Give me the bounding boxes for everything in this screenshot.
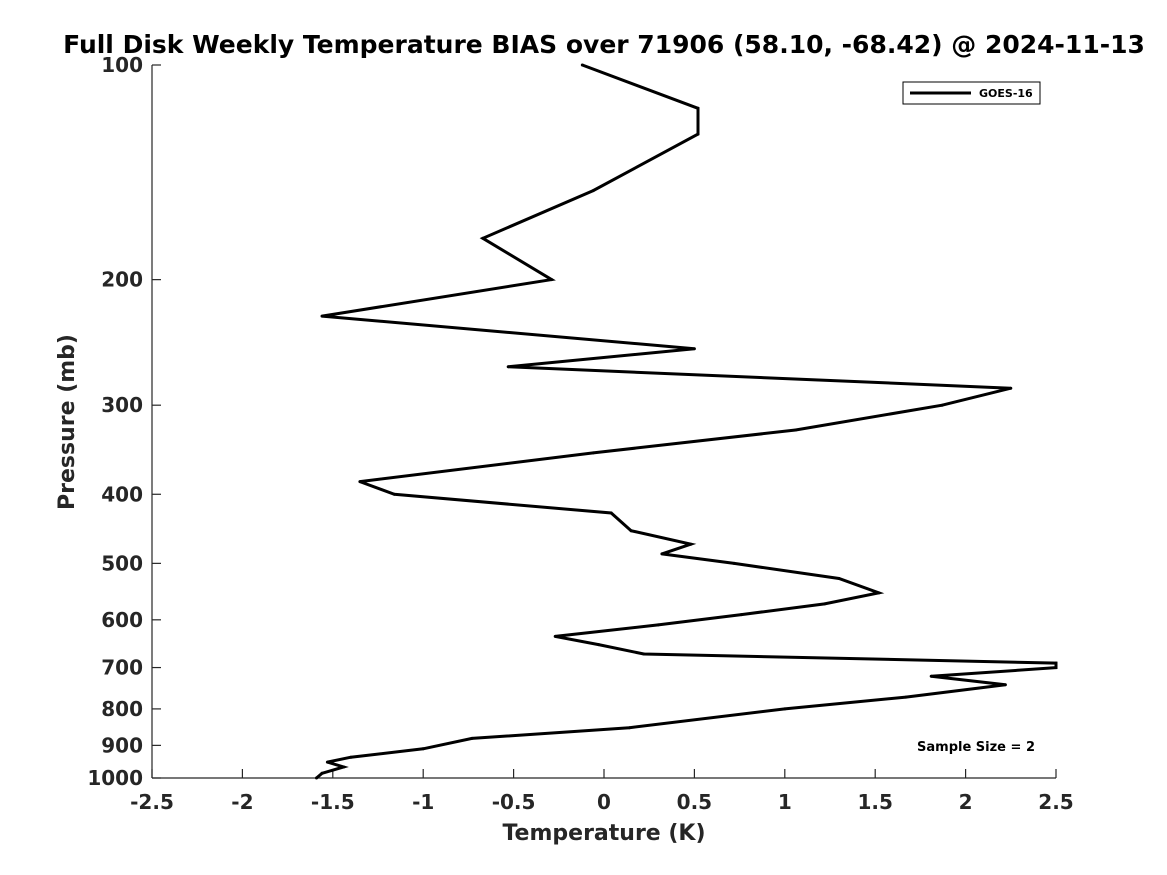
sample-size-annotation: Sample Size = 2 — [917, 740, 1035, 755]
x-ticks: -2.5 -2 -1.5 -1 -0.5 0 0.5 1 1.5 2 2.5 — [130, 769, 1074, 814]
x-tick-label: 0.5 — [677, 790, 712, 814]
series-point — [553, 634, 557, 638]
series-point — [1009, 386, 1013, 390]
series-point — [597, 643, 601, 647]
series-point — [392, 492, 396, 496]
series-point — [315, 776, 318, 780]
y-tick-label: 300 — [101, 393, 143, 417]
series-point — [904, 695, 908, 699]
y-tick-label: 400 — [101, 482, 143, 506]
y-tick-label: 700 — [101, 656, 143, 680]
plot-area: -2.5 -2 -1.5 -1 -0.5 0 0.5 1 1.5 2 2.5 100 200 300 40… — [87, 53, 1073, 814]
chart-title: Full Disk Weekly Temperature BIAS over 7… — [63, 30, 1145, 59]
x-tick-label: 1.5 — [857, 790, 892, 814]
y-tick-label: 100 — [101, 53, 143, 77]
series-point — [325, 760, 329, 764]
series-point — [794, 428, 798, 432]
series-point — [692, 347, 696, 351]
series-point — [591, 451, 595, 455]
series-point — [732, 561, 736, 565]
series-point — [349, 755, 353, 759]
series-point — [877, 591, 881, 595]
series-point — [627, 726, 631, 730]
series-point — [629, 529, 633, 533]
series-point — [660, 552, 664, 556]
series-point — [580, 63, 584, 67]
series-line-goes-16 — [315, 63, 1058, 780]
series-point — [739, 613, 743, 617]
y-tick-label: 200 — [101, 268, 143, 292]
x-axis-label: Temperature (K) — [502, 821, 705, 846]
y-axis-label: Pressure (mb) — [55, 334, 80, 510]
series-point — [470, 736, 474, 740]
series-point — [421, 747, 425, 751]
series-point — [609, 511, 613, 515]
legend-label-goes-16: GOES-16 — [979, 87, 1033, 100]
series-point — [1054, 661, 1058, 665]
series-points — [315, 63, 1058, 780]
series-point — [320, 314, 324, 318]
series-point — [940, 403, 944, 407]
y-ticks: 100 200 300 400 500 600 700 800 900 1000 — [87, 53, 161, 790]
series-point — [1003, 683, 1007, 687]
series-point — [481, 236, 485, 240]
series-point — [342, 765, 346, 769]
series-point — [1054, 666, 1058, 670]
x-tick-label: -1.5 — [311, 790, 355, 814]
series-point — [837, 577, 841, 580]
y-tick-label: 600 — [101, 608, 143, 632]
y-tick-label: 900 — [101, 733, 143, 757]
series-point — [689, 542, 693, 546]
x-tick-label: -2 — [231, 790, 253, 814]
x-tick-label: -2.5 — [130, 790, 174, 814]
series-point — [320, 771, 324, 775]
x-tick-label: 1 — [778, 790, 792, 814]
legend: GOES-16 — [902, 81, 1041, 105]
series-point — [696, 106, 700, 110]
series-point — [783, 707, 787, 711]
series-point — [823, 602, 827, 606]
x-tick-label: 2 — [959, 790, 973, 814]
series-point — [506, 365, 510, 369]
y-tick-label: 800 — [101, 697, 143, 721]
x-tick-label: 0 — [597, 790, 611, 814]
series-point — [929, 674, 933, 678]
legend-box — [902, 81, 1041, 105]
y-tick-label: 500 — [101, 551, 143, 575]
x-tick-label: -0.5 — [492, 790, 536, 814]
series-point — [591, 189, 595, 193]
series-point — [642, 652, 646, 656]
x-tick-label: -1 — [412, 790, 434, 814]
series-point — [550, 278, 554, 282]
series-point — [358, 480, 362, 484]
series-point — [696, 132, 700, 136]
x-tick-label: 2.5 — [1038, 790, 1073, 814]
y-tick-label: 1000 — [87, 766, 143, 790]
series-point — [656, 623, 660, 627]
